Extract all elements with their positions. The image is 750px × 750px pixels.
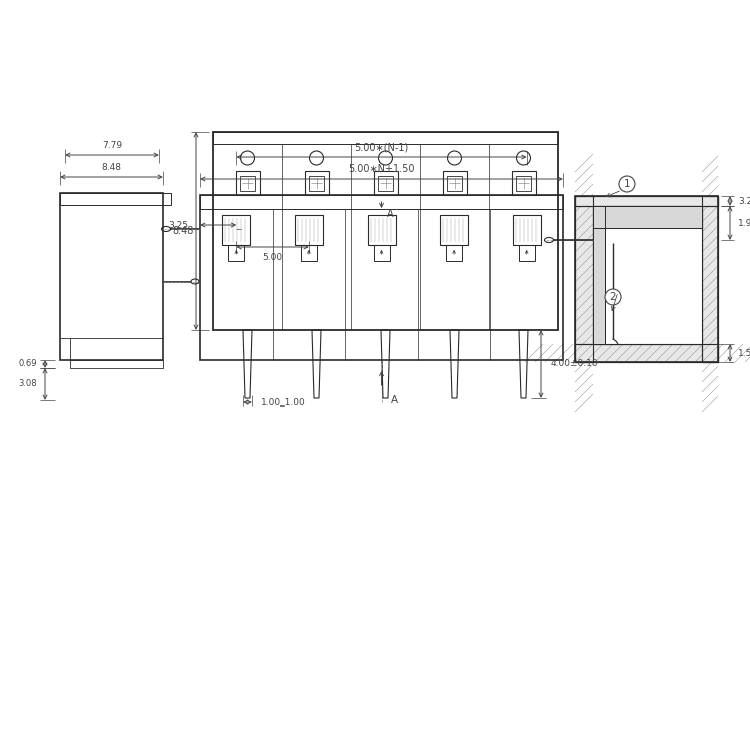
- Bar: [440, 215, 468, 245]
- Text: 5.00∗(N-1): 5.00∗(N-1): [354, 142, 409, 152]
- Text: A: A: [386, 209, 393, 219]
- Bar: [304, 171, 328, 195]
- Text: 5.00∗N+1.50: 5.00∗N+1.50: [348, 164, 415, 174]
- Bar: [236, 171, 260, 195]
- Circle shape: [619, 176, 635, 192]
- Bar: [60, 193, 163, 360]
- Bar: [60, 193, 171, 205]
- Bar: [516, 176, 531, 190]
- Text: A: A: [391, 395, 398, 405]
- Bar: [593, 206, 702, 228]
- Bar: [575, 196, 593, 362]
- Bar: [222, 215, 251, 245]
- Bar: [702, 196, 718, 362]
- Circle shape: [605, 289, 621, 305]
- Text: 4.00±0.10: 4.00±0.10: [550, 359, 598, 368]
- Bar: [575, 196, 718, 206]
- Bar: [593, 206, 605, 344]
- Text: 2: 2: [610, 292, 616, 302]
- Bar: [295, 215, 323, 245]
- Bar: [575, 344, 718, 362]
- Bar: [575, 196, 593, 362]
- Bar: [213, 132, 558, 144]
- Text: 0.69: 0.69: [19, 359, 38, 368]
- Bar: [593, 206, 702, 344]
- Text: 7.79: 7.79: [102, 140, 122, 149]
- Bar: [575, 196, 718, 362]
- Bar: [378, 176, 393, 190]
- Bar: [70, 360, 163, 368]
- Text: 5.00: 5.00: [262, 253, 283, 262]
- Bar: [575, 196, 718, 206]
- Bar: [593, 206, 605, 344]
- Text: 8.48: 8.48: [172, 226, 194, 236]
- Bar: [446, 245, 462, 261]
- Bar: [374, 171, 398, 195]
- Bar: [512, 171, 536, 195]
- Bar: [213, 132, 558, 330]
- Text: 1.59: 1.59: [738, 349, 750, 358]
- Bar: [368, 215, 395, 245]
- Text: 3.08: 3.08: [19, 380, 38, 388]
- Bar: [513, 215, 541, 245]
- Bar: [593, 206, 702, 228]
- Bar: [200, 195, 563, 209]
- Text: 1: 1: [624, 179, 630, 189]
- Bar: [519, 245, 535, 261]
- Bar: [301, 245, 317, 261]
- Bar: [447, 176, 462, 190]
- Text: 1.00‗1.00: 1.00‗1.00: [261, 398, 306, 406]
- Bar: [240, 176, 255, 190]
- Text: 3.25: 3.25: [738, 196, 750, 206]
- Text: 8.48: 8.48: [101, 163, 122, 172]
- Bar: [575, 344, 718, 362]
- Bar: [702, 196, 718, 362]
- Bar: [309, 176, 324, 190]
- Bar: [374, 245, 389, 261]
- Text: 3.25: 3.25: [168, 220, 188, 230]
- Bar: [228, 245, 244, 261]
- Text: 1.98: 1.98: [738, 218, 750, 227]
- Bar: [442, 171, 466, 195]
- Bar: [200, 195, 563, 360]
